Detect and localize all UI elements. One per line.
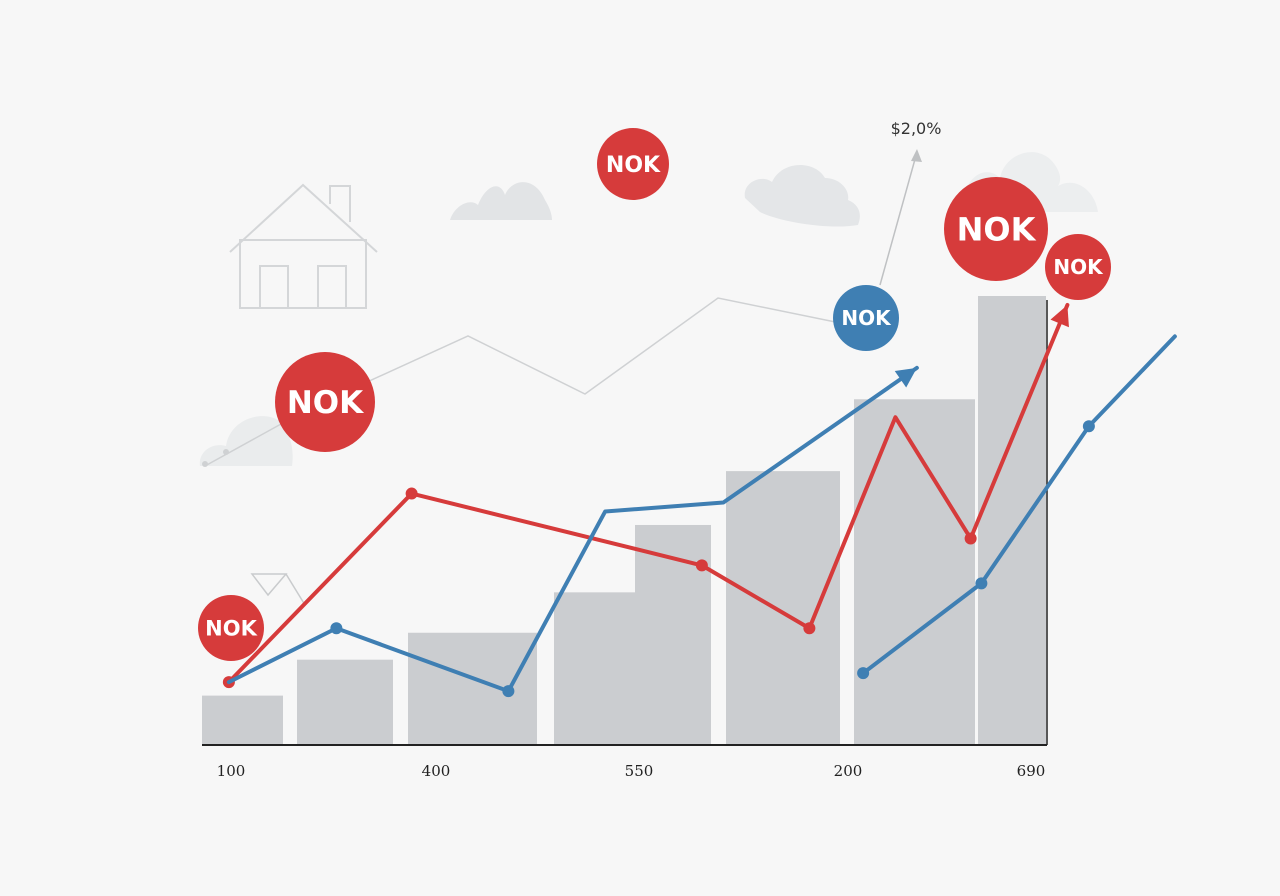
series-point — [857, 667, 870, 680]
badge-label: NOK — [1053, 255, 1104, 279]
flag-icon — [250, 573, 306, 606]
badge-circle — [944, 177, 1048, 281]
bar — [726, 471, 840, 745]
faint-trend-marker — [223, 449, 229, 455]
nok-badge: NOK — [198, 595, 264, 661]
nok-badge: NOK — [833, 285, 899, 351]
series-point — [695, 559, 708, 572]
bar — [554, 592, 635, 745]
bar — [297, 659, 393, 745]
nok-badge: NOK — [275, 352, 375, 452]
annotation-label: $2,0% — [891, 119, 942, 138]
cloud-icon — [199, 416, 293, 466]
bar — [978, 296, 1046, 745]
series-point — [975, 577, 988, 590]
house-icon — [229, 183, 378, 309]
faint-trend-marker — [202, 461, 208, 467]
x-tick-label: 200 — [834, 762, 863, 780]
cloud-icon — [450, 182, 552, 220]
cloud-icon — [744, 164, 860, 227]
badge-label: NOK — [287, 385, 364, 421]
nok-badge: NOK — [597, 128, 669, 200]
badge-circle — [833, 285, 899, 351]
nok-badges: NOK NOK NOK NOK NOK NOK — [198, 128, 1111, 661]
series-line — [861, 334, 1177, 676]
x-tick-label: 400 — [422, 762, 451, 780]
series-point — [1082, 420, 1095, 433]
badge-label: NOK — [957, 211, 1037, 249]
bar — [202, 695, 283, 745]
series-lines — [222, 302, 1177, 698]
x-tick-label: 550 — [625, 762, 654, 780]
axes — [202, 300, 1048, 746]
series-point — [330, 622, 343, 635]
badge-circle — [597, 128, 669, 200]
bars — [202, 296, 1046, 745]
badge-circle — [1045, 234, 1111, 300]
bar — [854, 399, 975, 745]
series-line — [226, 365, 919, 694]
x-tick-label: 690 — [1017, 762, 1046, 780]
badge-label: NOK — [205, 617, 257, 641]
series-point — [803, 622, 816, 635]
series-arrowhead — [1050, 304, 1069, 328]
badge-label: NOK — [841, 306, 892, 330]
nok-badge: NOK — [1045, 234, 1111, 300]
series-point — [964, 532, 977, 545]
x-tick-labels: 100 400 550 200 690 — [217, 762, 1046, 780]
badge-circle — [275, 352, 375, 452]
series-point — [502, 685, 515, 698]
annotation-arrowhead — [911, 149, 922, 162]
nok-badge: NOK — [944, 177, 1048, 281]
series-arrowhead — [894, 367, 917, 388]
badge-label: NOK — [606, 153, 661, 178]
bar — [408, 632, 537, 745]
x-tick-label: 100 — [217, 762, 246, 780]
annotation-arrow — [879, 151, 918, 286]
background-decorations — [199, 149, 1098, 606]
series-point — [405, 487, 418, 500]
badge-circle — [198, 595, 264, 661]
